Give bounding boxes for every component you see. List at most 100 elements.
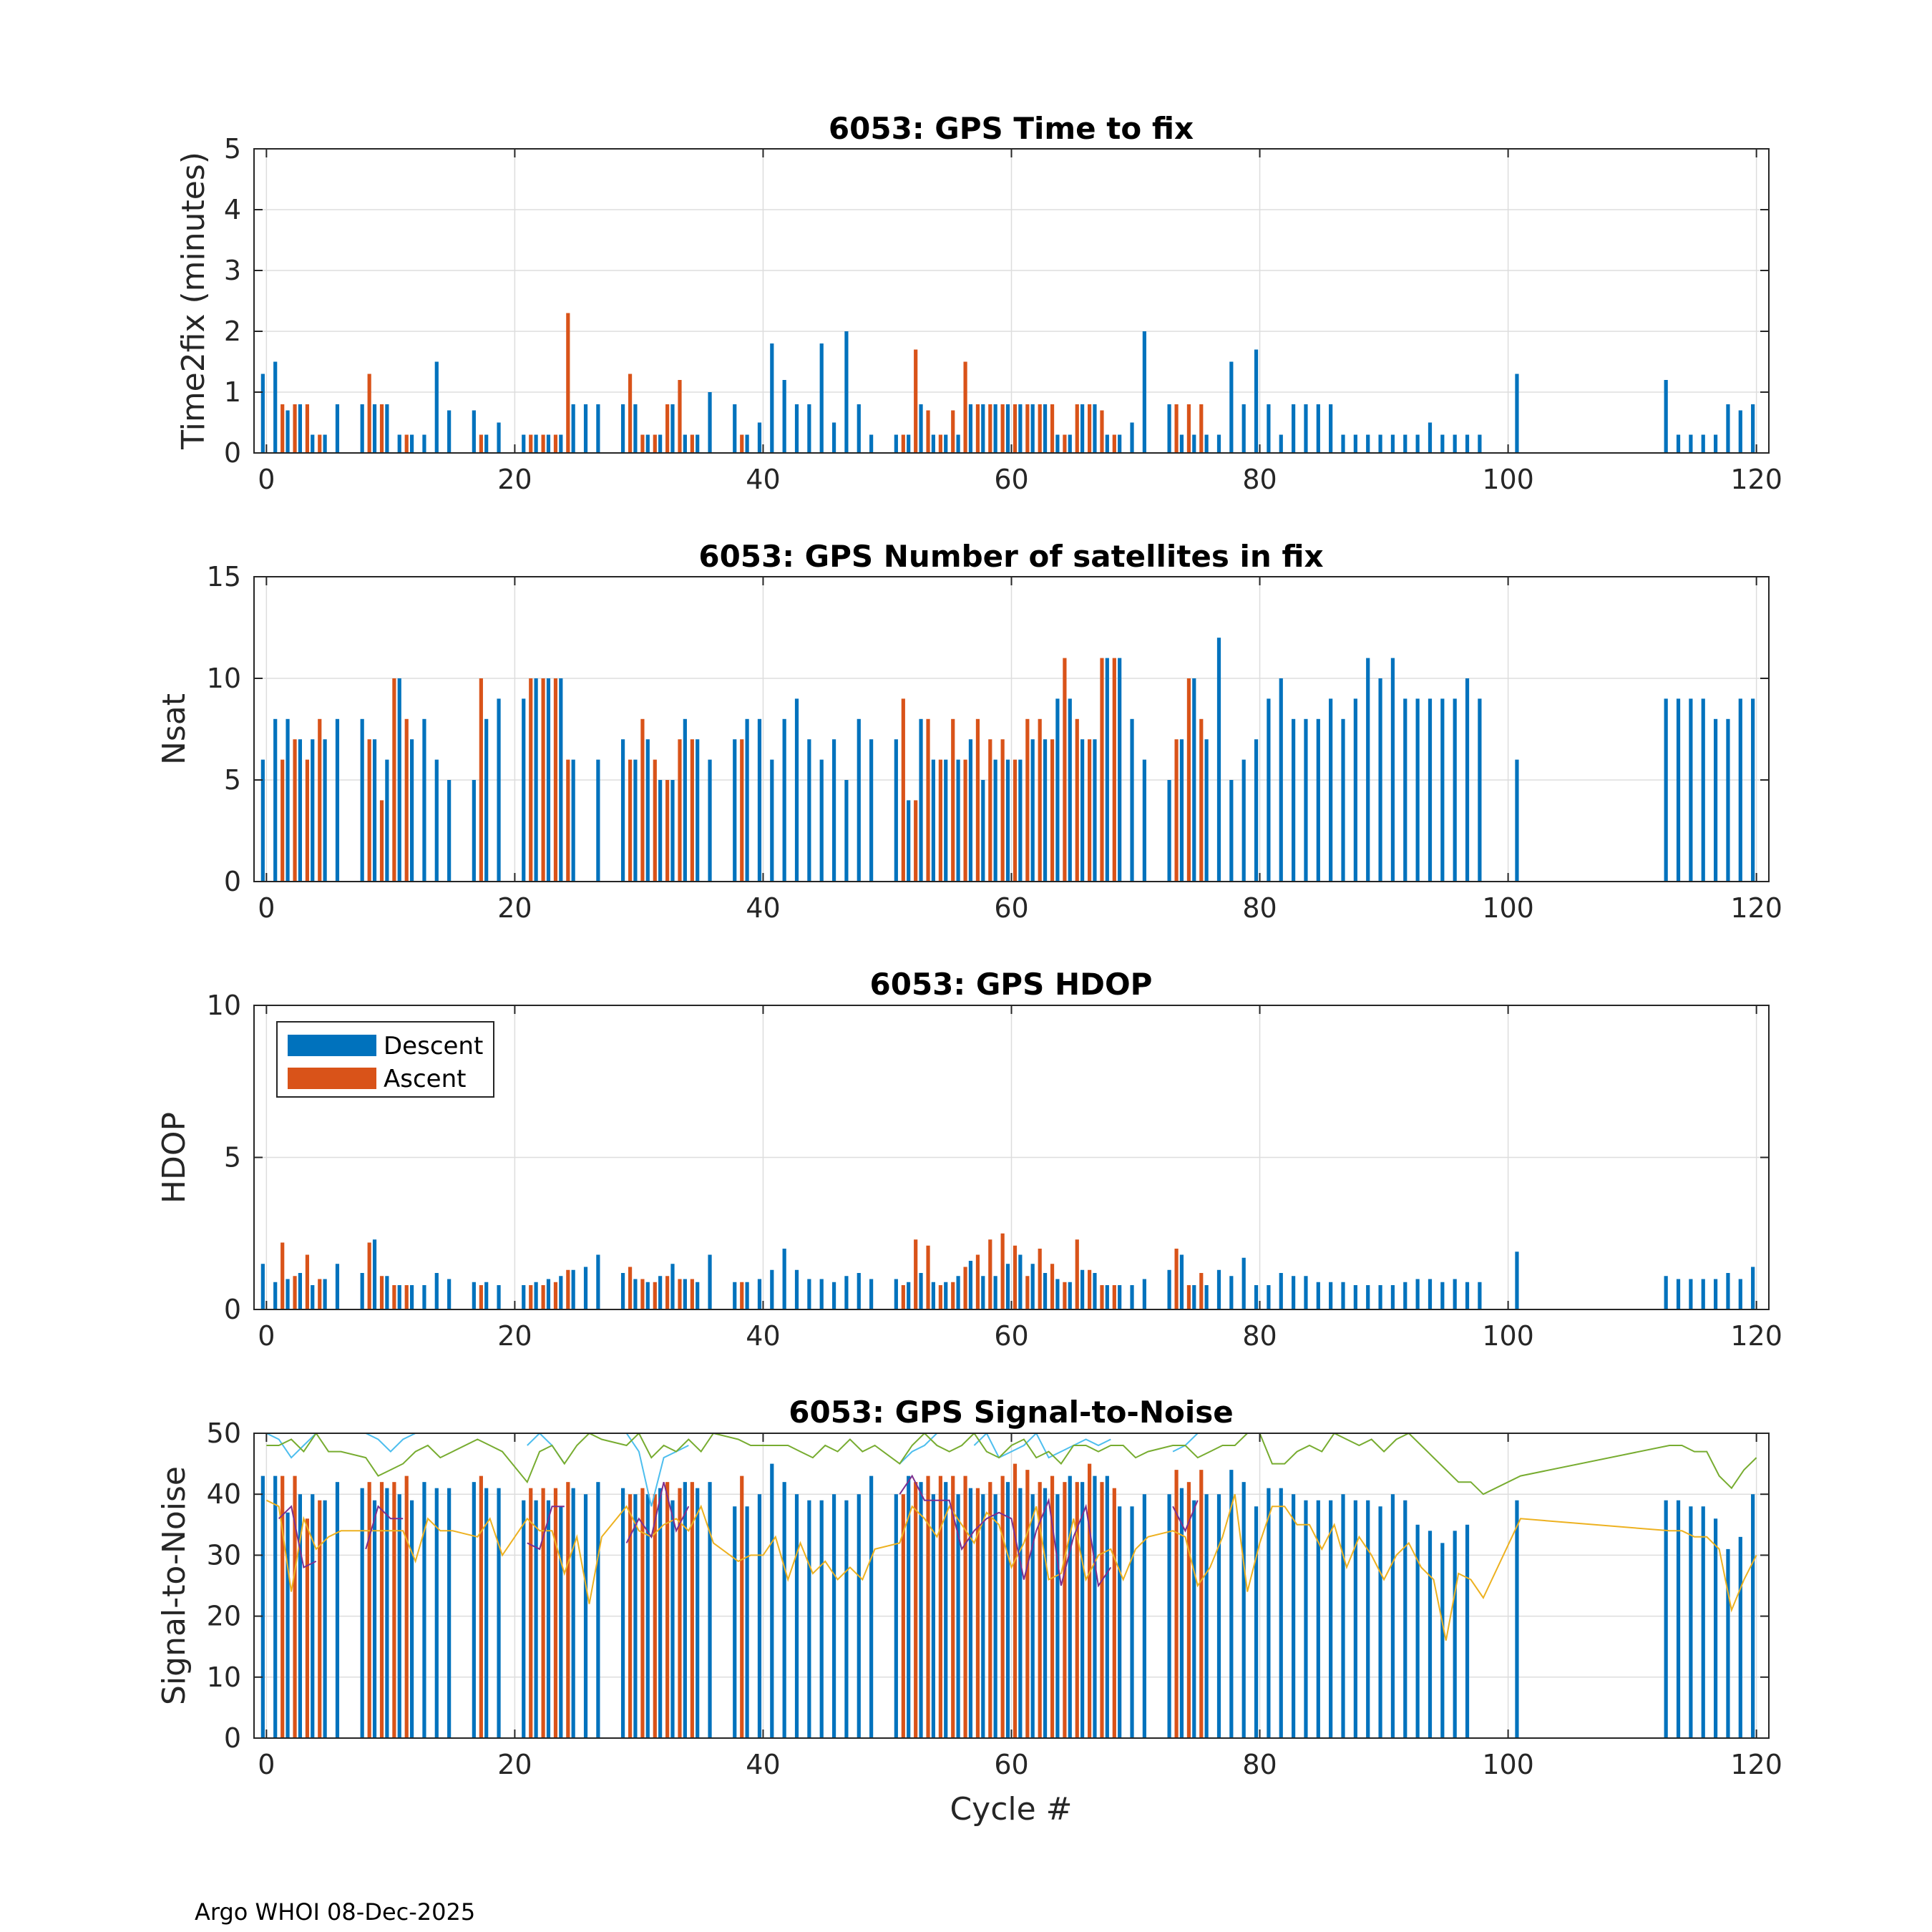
bar-descent [931, 1282, 935, 1309]
bar-descent [497, 698, 501, 882]
bar-ascent [926, 1475, 930, 1738]
snr-line-4 [278, 1505, 317, 1568]
x-tick-label: 40 [746, 464, 780, 495]
bar-descent [1329, 698, 1333, 882]
bar-descent [1428, 422, 1433, 453]
bar-descent [1118, 658, 1122, 882]
bar-descent [807, 1500, 811, 1738]
bar-ascent [1000, 1475, 1005, 1738]
bar-descent [447, 780, 452, 882]
bar-descent [708, 1482, 712, 1738]
bar-descent [484, 718, 489, 882]
bar-descent [1304, 1276, 1308, 1309]
bar-descent [1304, 718, 1308, 882]
bar-descent [1279, 1273, 1283, 1309]
bar-descent [1241, 759, 1246, 882]
bar-descent [559, 1276, 563, 1309]
bar-descent [534, 434, 538, 453]
bar-descent [807, 739, 811, 882]
bar-descent [733, 1282, 737, 1309]
bar-ascent [1174, 1470, 1179, 1738]
bar-descent [981, 780, 985, 882]
bar-descent [993, 759, 997, 882]
bar-descent [311, 1494, 315, 1738]
x-tick-label: 120 [1730, 892, 1782, 924]
bar-descent [260, 1475, 265, 1738]
bar-descent [385, 404, 389, 453]
bar-descent [1738, 1536, 1742, 1738]
bar-descent [596, 404, 600, 453]
bar-descent [409, 434, 414, 453]
bar-descent [571, 404, 575, 453]
bar-descent [522, 1285, 526, 1309]
bar-ascent [665, 404, 670, 453]
bar-ascent [1186, 1285, 1191, 1309]
bar-descent [1055, 698, 1060, 882]
x-tick-label: 120 [1730, 1749, 1782, 1780]
x-tick-label: 0 [258, 892, 275, 924]
bar-descent [1726, 718, 1730, 882]
legend-swatch-ascent [288, 1068, 376, 1089]
bar-descent [1167, 1269, 1171, 1309]
bar-ascent [653, 1282, 657, 1309]
bar-ascent [1050, 1475, 1055, 1738]
bar-descent [260, 1264, 265, 1309]
bar-descent [733, 1506, 737, 1738]
bar-ascent [951, 718, 955, 882]
bar-descent [1043, 404, 1048, 453]
bar-descent [794, 1269, 799, 1309]
y-tick-label: 0 [224, 437, 241, 469]
bar-descent [1093, 1475, 1097, 1738]
bar-descent [1254, 739, 1259, 882]
bar-descent [484, 434, 489, 453]
bar-descent [1304, 404, 1308, 453]
bar-descent [311, 1285, 315, 1309]
bar-ascent [901, 698, 905, 882]
bar-descent [968, 404, 973, 453]
bar-descent [1192, 434, 1196, 453]
bar-ascent [1100, 658, 1104, 882]
bar-descent [1279, 678, 1283, 882]
x-tick-label: 80 [1242, 1320, 1277, 1352]
bar-descent [770, 759, 774, 882]
legend: Descent Ascent [276, 1021, 494, 1098]
bar-descent [857, 404, 861, 453]
bar-descent [372, 1500, 377, 1738]
bar-ascent [479, 1285, 483, 1309]
bar-descent [1689, 434, 1693, 453]
bar-ascent [914, 800, 918, 882]
bar-descent [447, 410, 452, 453]
bar-descent [397, 678, 401, 882]
y-tick-label: 5 [224, 133, 241, 165]
bar-descent [298, 739, 303, 882]
bar-descent [298, 1273, 303, 1309]
bar-descent [1316, 718, 1320, 882]
y-tick-label: 0 [224, 1294, 241, 1325]
x-tick-label: 60 [994, 892, 1028, 924]
bar-descent [1167, 780, 1171, 882]
bar-ascent [553, 434, 558, 453]
x-tick-label: 100 [1482, 1320, 1534, 1352]
bar-descent [1415, 1279, 1420, 1309]
bar-descent [807, 404, 811, 453]
bar-descent [1726, 1273, 1730, 1309]
bar-ascent [404, 1285, 409, 1309]
bar-ascent [678, 1488, 682, 1738]
bar-ascent [1050, 739, 1055, 882]
bar-descent [409, 1285, 414, 1309]
bar-descent [645, 1494, 650, 1738]
bar-descent [1415, 434, 1420, 453]
bar-descent [472, 780, 476, 882]
bar-descent [956, 1276, 960, 1309]
bar-descent [1254, 1285, 1259, 1309]
bar-ascent [392, 678, 396, 882]
bar-descent [1216, 1269, 1221, 1309]
plot-title-hdop: 6053: GPS HDOP [870, 967, 1153, 1002]
bar-descent [534, 1500, 538, 1738]
y-tick-label: 10 [207, 1662, 241, 1693]
bar-descent [472, 1482, 476, 1738]
bar-descent [1030, 1264, 1035, 1309]
bar-ascent [963, 1475, 967, 1738]
snr-line-4 [625, 1481, 690, 1543]
